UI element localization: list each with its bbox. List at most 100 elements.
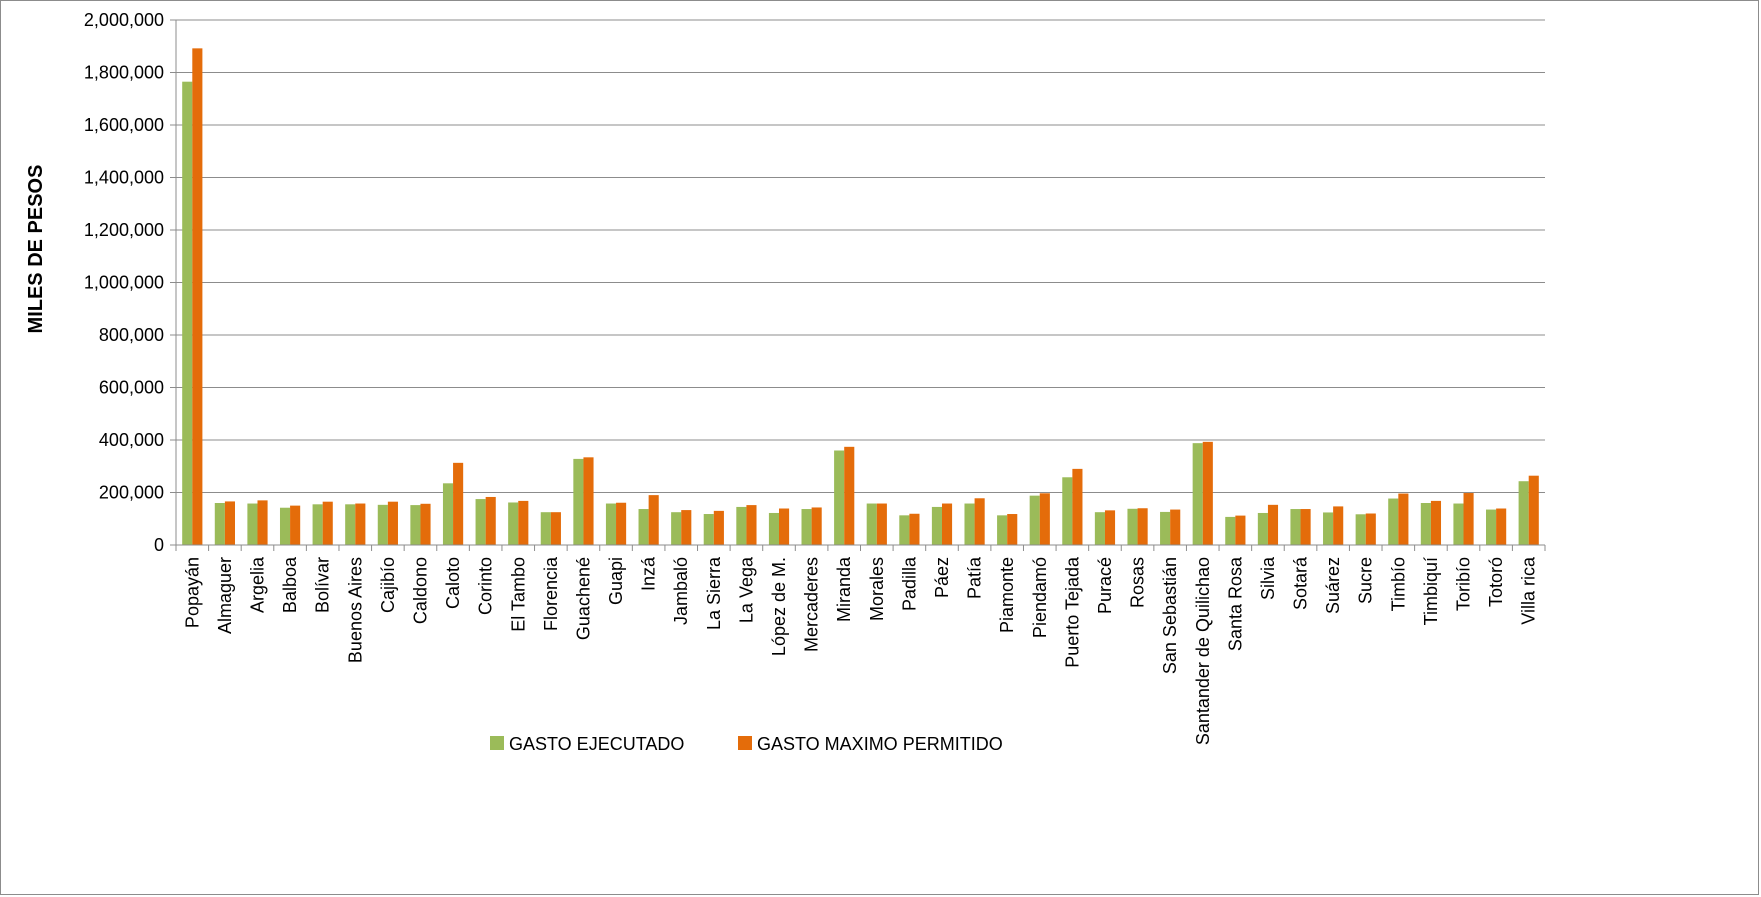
category-label-timbiqui: Timbiquí <box>1421 557 1441 625</box>
category-label-purace: Puracé <box>1095 557 1115 614</box>
category-label-caloto: Caloto <box>443 557 463 609</box>
bar-gasto-ejecutado-corinto <box>475 499 486 545</box>
bar-gasto-maximo-permitido-sotara <box>1300 509 1311 545</box>
category-label-silvia: Silvia <box>1258 556 1278 600</box>
category-label-piamonte: Piamonte <box>997 557 1017 633</box>
bar-gasto-maximo-permitido-santa-rosa <box>1235 515 1246 545</box>
bar-gasto-maximo-permitido-mercaderes <box>811 507 822 545</box>
category-label-almaguer: Almaguer <box>215 557 235 634</box>
bar-gasto-ejecutado-sucre <box>1355 514 1366 545</box>
category-label-la-sierra: La Sierra <box>704 556 724 630</box>
legend-swatch-gasto-ejecutado <box>490 736 504 750</box>
bar-gasto-ejecutado-florencia <box>540 512 551 545</box>
bar-gasto-ejecutado-guachene <box>573 458 584 545</box>
bar-gasto-maximo-permitido-cajibio <box>387 501 398 545</box>
y-tick-label: 1,200,000 <box>84 220 164 240</box>
bar-gasto-maximo-permitido-corinto <box>485 496 496 545</box>
category-label-lopez-de-m: López de M. <box>769 557 789 656</box>
bar-gasto-maximo-permitido-lopez-de-m <box>779 508 790 545</box>
bar-gasto-ejecutado-caloto <box>442 483 454 545</box>
category-label-toribio: Toribío <box>1454 557 1474 611</box>
category-label-paez: Páez <box>932 557 952 598</box>
bar-gasto-maximo-permitido-rosas <box>1137 508 1148 545</box>
category-label-el-tambo: El Tambo <box>508 557 528 632</box>
bar-gasto-maximo-permitido-totoro <box>1496 508 1507 545</box>
y-tick-label: 1,000,000 <box>84 273 164 293</box>
category-label-morales: Morales <box>867 557 887 621</box>
bar-gasto-maximo-permitido-silvia <box>1267 504 1279 545</box>
category-label-santa-rosa: Santa Rosa <box>1225 556 1245 651</box>
bar-gasto-ejecutado-el-tambo <box>508 502 519 545</box>
category-label-caldono: Caldono <box>410 557 430 624</box>
bar-gasto-maximo-permitido-morales <box>876 503 887 545</box>
bar-gasto-ejecutado-almaguer <box>214 503 225 545</box>
category-label-cajibio: Cajibío <box>378 557 398 613</box>
bar-gasto-maximo-permitido-sucre <box>1365 513 1376 545</box>
bar-gasto-maximo-permitido-balboa <box>290 505 301 545</box>
bar-gasto-maximo-permitido-puerto-tejada <box>1072 468 1083 545</box>
bar-gasto-ejecutado-santa-rosa <box>1225 516 1236 545</box>
gridlines <box>176 19 1545 493</box>
bar-gasto-ejecutado-silvia <box>1257 512 1268 545</box>
category-label-rosas: Rosas <box>1128 557 1148 608</box>
x-axis <box>175 544 1546 551</box>
category-label-popayan: Popayán <box>182 557 202 628</box>
bar-gasto-ejecutado-timbio <box>1388 498 1399 545</box>
bar-gasto-ejecutado-santander-de-quilichao <box>1192 443 1203 545</box>
y-tick-label: 400,000 <box>99 430 164 450</box>
bar-gasto-ejecutado-puerto-tejada <box>1062 477 1073 545</box>
bar-gasto-ejecutado-suarez <box>1323 512 1334 545</box>
category-label-patia: Patía <box>965 556 985 599</box>
bar-gasto-maximo-permitido-la-sierra <box>713 510 724 545</box>
y-tick-label: 600,000 <box>99 378 164 398</box>
y-tick-label: 1,800,000 <box>84 63 164 83</box>
y-tick-label: 1,600,000 <box>84 115 164 135</box>
category-label-jambalo: Jambaló <box>671 557 691 625</box>
bar-gasto-ejecutado-lopez-de-m <box>768 512 780 545</box>
bar-gasto-maximo-permitido-purace <box>1104 510 1116 545</box>
category-label-miranda: Miranda <box>834 556 854 622</box>
bar-gasto-maximo-permitido-timbio <box>1398 493 1409 545</box>
bar-gasto-ejecutado-balboa <box>279 507 291 545</box>
legend-label-gasto-maximo-permitido: GASTO MAXIMO PERMITIDO <box>757 734 1003 754</box>
bar-gasto-maximo-permitido-villa-rica <box>1528 475 1539 545</box>
bar-gasto-maximo-permitido-santander-de-quilichao <box>1202 441 1213 545</box>
category-label-corinto: Corinto <box>476 557 496 615</box>
category-label-bolivar: Bolívar <box>313 557 333 613</box>
bar-gasto-ejecutado-mercaderes <box>801 509 812 545</box>
category-label-sucre: Sucre <box>1356 557 1376 604</box>
bar-gasto-ejecutado-cajibio <box>377 504 388 545</box>
bar-gasto-maximo-permitido-argelia <box>257 500 268 545</box>
category-label-suarez: Suárez <box>1323 557 1343 614</box>
category-label-buenos-aires: Buenos Aires <box>345 557 365 663</box>
bar-gasto-maximo-permitido-el-tambo <box>518 500 529 545</box>
bars <box>182 48 1539 545</box>
category-label-piendamo: Piendamó <box>1030 557 1050 638</box>
bar-gasto-ejecutado-la-vega <box>736 506 747 545</box>
category-label-totoro: Totoró <box>1486 557 1506 607</box>
bar-gasto-maximo-permitido-suarez <box>1333 506 1344 545</box>
bar-gasto-ejecutado-rosas <box>1127 508 1138 545</box>
bar-gasto-ejecutado-miranda <box>834 450 845 545</box>
bar-gasto-maximo-permitido-timbiqui <box>1430 500 1442 545</box>
category-label-argelia: Argelia <box>247 556 267 613</box>
bar-gasto-ejecutado-sotara <box>1290 509 1301 545</box>
legend: GASTO EJECUTADO GASTO MAXIMO PERMITIDO <box>490 734 1003 754</box>
bar-gasto-ejecutado-padilla <box>899 515 910 545</box>
y-tick-label: 1,400,000 <box>84 168 164 188</box>
bar-gasto-maximo-permitido-popayan <box>192 48 203 545</box>
category-label-san-sebastian: San Sebastián <box>1160 557 1180 674</box>
bar-gasto-ejecutado-buenos-aires <box>345 504 356 545</box>
bar-gasto-ejecutado-piamonte <box>997 515 1008 545</box>
y-tick-label: 0 <box>154 535 164 555</box>
bar-gasto-maximo-permitido-caloto <box>453 462 464 545</box>
category-label-puerto-tejada: Puerto Tejada <box>1062 556 1082 668</box>
bar-gasto-maximo-permitido-piamonte <box>1007 514 1018 545</box>
bar-gasto-ejecutado-san-sebastian <box>1160 511 1171 545</box>
category-label-guapi: Guapi <box>606 557 626 605</box>
bar-gasto-maximo-permitido-inza <box>648 495 659 545</box>
bar-gasto-maximo-permitido-miranda <box>844 446 855 545</box>
y-tick-label: 200,000 <box>99 483 164 503</box>
bar-gasto-ejecutado-patia <box>964 503 975 545</box>
